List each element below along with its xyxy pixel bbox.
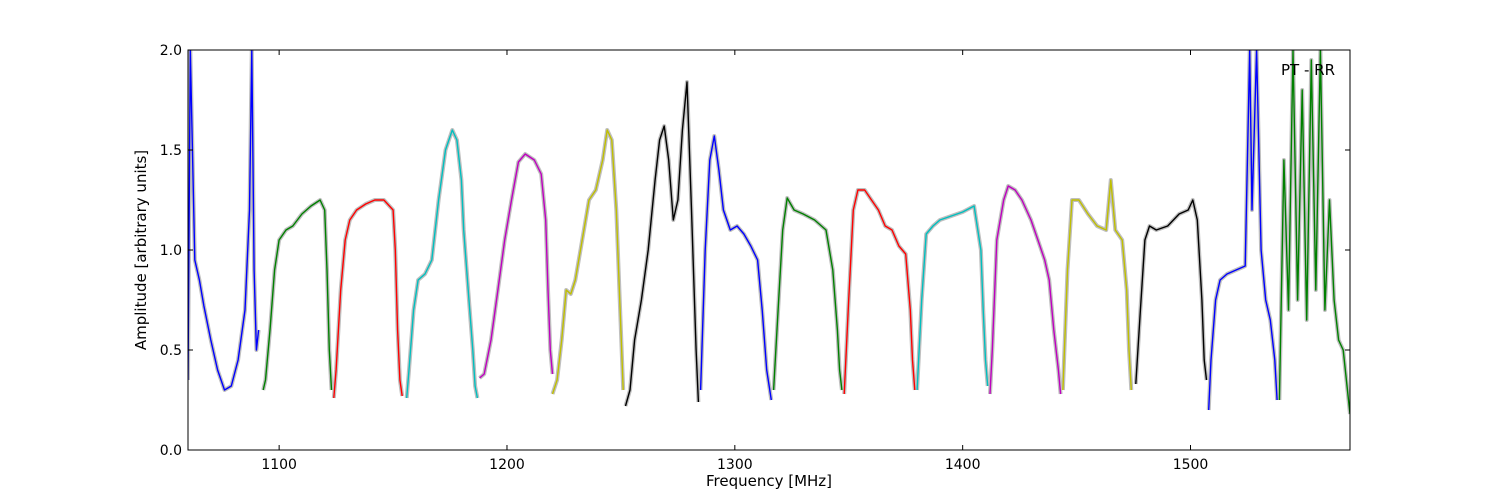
y-tick-label: 2.0 [160, 43, 182, 59]
series-line-9 [772, 197, 843, 391]
y-tick-label: 1.0 [160, 243, 182, 259]
series-line-4 [406, 129, 479, 399]
x-tick-label: 1200 [489, 457, 525, 473]
series-line-15 [1208, 50, 1278, 411]
series-line-16 [1278, 50, 1350, 415]
y-axis-label: Amplitude [arbitrary units] [132, 150, 150, 350]
series-layer [188, 50, 1350, 415]
x-tick-label: 1300 [717, 457, 753, 473]
series-line-6 [551, 129, 624, 395]
series-line-2 [262, 199, 333, 391]
series-line-8 [699, 135, 772, 401]
x-tick-label: 1100 [261, 457, 297, 473]
x-axis-ticks: 1100 1200 1300 1400 1500 [261, 50, 1208, 473]
series-line-5 [479, 153, 554, 379]
chart-annotation: PT - RR [1281, 61, 1335, 79]
x-tick-label: 1400 [945, 457, 981, 473]
series-line-14 [1135, 199, 1208, 385]
x-axis-label: Frequency [MHz] [706, 472, 832, 490]
series-line-10 [843, 189, 916, 395]
series-line-7 [624, 81, 700, 407]
series-line-12 [989, 185, 1062, 395]
y-tick-label: 0.5 [160, 343, 182, 359]
series-line-3 [333, 199, 403, 399]
series-line-1 [188, 50, 260, 391]
series-line-13 [1062, 179, 1132, 391]
y-tick-label: 1.5 [160, 143, 182, 159]
x-tick-label: 1500 [1173, 457, 1209, 473]
y-axis-ticks: 0.0 0.5 1.0 1.5 2.0 [160, 43, 1350, 459]
series-line-11 [916, 205, 989, 391]
y-tick-label: 0.0 [160, 443, 182, 459]
